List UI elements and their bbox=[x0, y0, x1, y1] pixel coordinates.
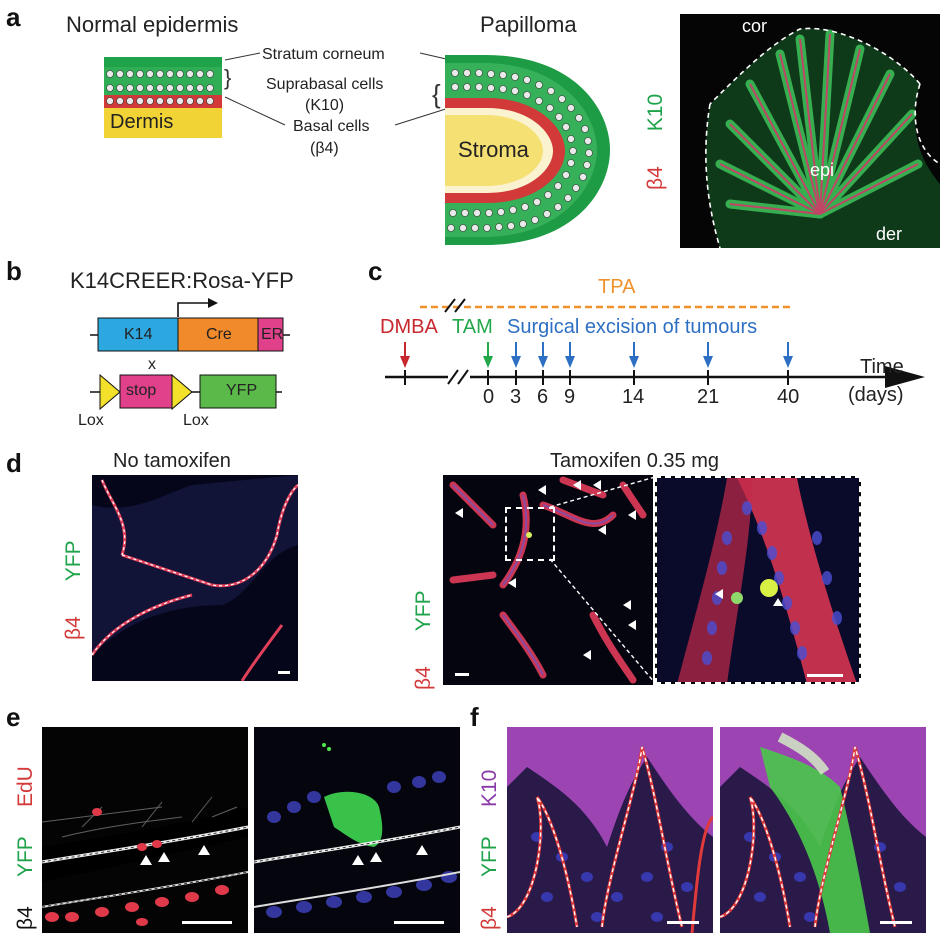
time-axis-label: Time bbox=[860, 356, 904, 378]
a-b4-label: β4 bbox=[644, 166, 667, 190]
tick-6: 6 bbox=[537, 386, 549, 408]
tick-9: 9 bbox=[564, 386, 576, 408]
d-stain-labels-left: β4 YFP bbox=[62, 540, 86, 640]
panel-label-f: f bbox=[470, 702, 479, 732]
lox-label-1: Lox bbox=[78, 412, 104, 429]
panel-label-d: d bbox=[6, 448, 22, 478]
tamoxifen-title: Tamoxifen 0.35 mg bbox=[550, 450, 719, 472]
basal-marker: (β4) bbox=[310, 140, 339, 157]
f-stain-labels: β4 YFP K10 bbox=[478, 770, 502, 930]
construct-diagram bbox=[90, 298, 290, 411]
d-b4-label-right: β4 bbox=[412, 666, 435, 690]
svg-text:}: } bbox=[224, 65, 231, 90]
tick-3: 3 bbox=[510, 386, 522, 408]
normal-epidermis-title: Normal epidermis bbox=[66, 12, 239, 37]
d-stain-labels-right: β4 YFP bbox=[412, 590, 436, 690]
e-yfp-label: YFP bbox=[14, 836, 37, 878]
stroma-label: Stroma bbox=[458, 137, 529, 162]
f-yfp-label: YFP bbox=[478, 836, 501, 878]
a-stain-labels: β4 K10 bbox=[644, 94, 668, 190]
f-micrograph-merge bbox=[720, 727, 926, 933]
er-label: ER bbox=[261, 326, 284, 343]
f-b4-label: β4 bbox=[478, 906, 501, 930]
cre-label: Cre bbox=[206, 326, 232, 343]
lox-label-2: Lox bbox=[183, 412, 209, 429]
surgical-excision-label: Surgical excision of tumours bbox=[507, 316, 758, 338]
no-tamoxifen-title: No tamoxifen bbox=[113, 450, 231, 472]
dmba-label: DMBA bbox=[380, 316, 438, 338]
zoom-lines bbox=[550, 476, 656, 684]
tick-0: 0 bbox=[483, 386, 495, 408]
a-k10-label: K10 bbox=[644, 93, 667, 132]
dermis-label: Dermis bbox=[110, 111, 174, 133]
yfp-construct-label: YFP bbox=[226, 382, 258, 399]
e-micrograph-merge bbox=[254, 727, 460, 933]
suprabasal-marker: (K10) bbox=[305, 97, 345, 114]
tamoxifen-micrograph bbox=[443, 475, 653, 685]
stratum-corneum-label: Stratum corneum bbox=[262, 46, 385, 63]
leader-lines: } { bbox=[224, 52, 456, 126]
papilloma-diagram bbox=[445, 55, 610, 245]
panel-label-a: a bbox=[6, 2, 21, 32]
construct-title: K14CREER:Rosa-YFP bbox=[70, 268, 294, 293]
no-tamoxifen-micrograph bbox=[92, 475, 298, 681]
d-yfp-label-right: YFP bbox=[412, 590, 435, 632]
panel-label-c: c bbox=[368, 256, 383, 286]
panel-label-b: b bbox=[6, 256, 22, 286]
tick-40: 40 bbox=[777, 386, 800, 408]
d-b4-label-left: β4 bbox=[62, 616, 85, 640]
tpa-label: TPA bbox=[598, 276, 636, 298]
e-b4-label: β4 bbox=[14, 906, 37, 930]
zoomed-micrograph bbox=[655, 476, 861, 684]
svg-text:{: { bbox=[432, 79, 441, 109]
timeline-diagram bbox=[385, 298, 925, 388]
stop-label: stop bbox=[126, 382, 157, 399]
d-yfp-label-left: YFP bbox=[62, 540, 85, 582]
epi-label: epi bbox=[810, 160, 835, 180]
der-label: der bbox=[876, 224, 903, 244]
panel-label-e: e bbox=[6, 702, 21, 732]
papilloma-title: Papilloma bbox=[480, 12, 577, 37]
tick-14: 14 bbox=[622, 386, 645, 408]
cor-label: cor bbox=[742, 16, 768, 36]
zoom-region-box bbox=[505, 507, 555, 561]
normal-epidermis-diagram bbox=[104, 57, 222, 138]
f-k10-label: K10 bbox=[478, 769, 501, 808]
e-micrograph-edu bbox=[42, 727, 248, 933]
k14-label: K14 bbox=[124, 326, 153, 343]
e-stain-labels: β4 YFP EdU bbox=[14, 766, 38, 930]
days-unit-label: (days) bbox=[848, 384, 904, 406]
cross-x-label: x bbox=[148, 356, 156, 373]
suprabasal-label: Suprabasal cells bbox=[266, 76, 384, 93]
e-edu-label: EdU bbox=[14, 766, 37, 808]
papilloma-micrograph: cor epi der bbox=[680, 14, 940, 248]
basal-cells-label: Basal cells bbox=[293, 118, 370, 135]
tam-label: TAM bbox=[452, 316, 493, 338]
f-micrograph-k10 bbox=[507, 727, 713, 933]
tick-21: 21 bbox=[697, 386, 720, 408]
